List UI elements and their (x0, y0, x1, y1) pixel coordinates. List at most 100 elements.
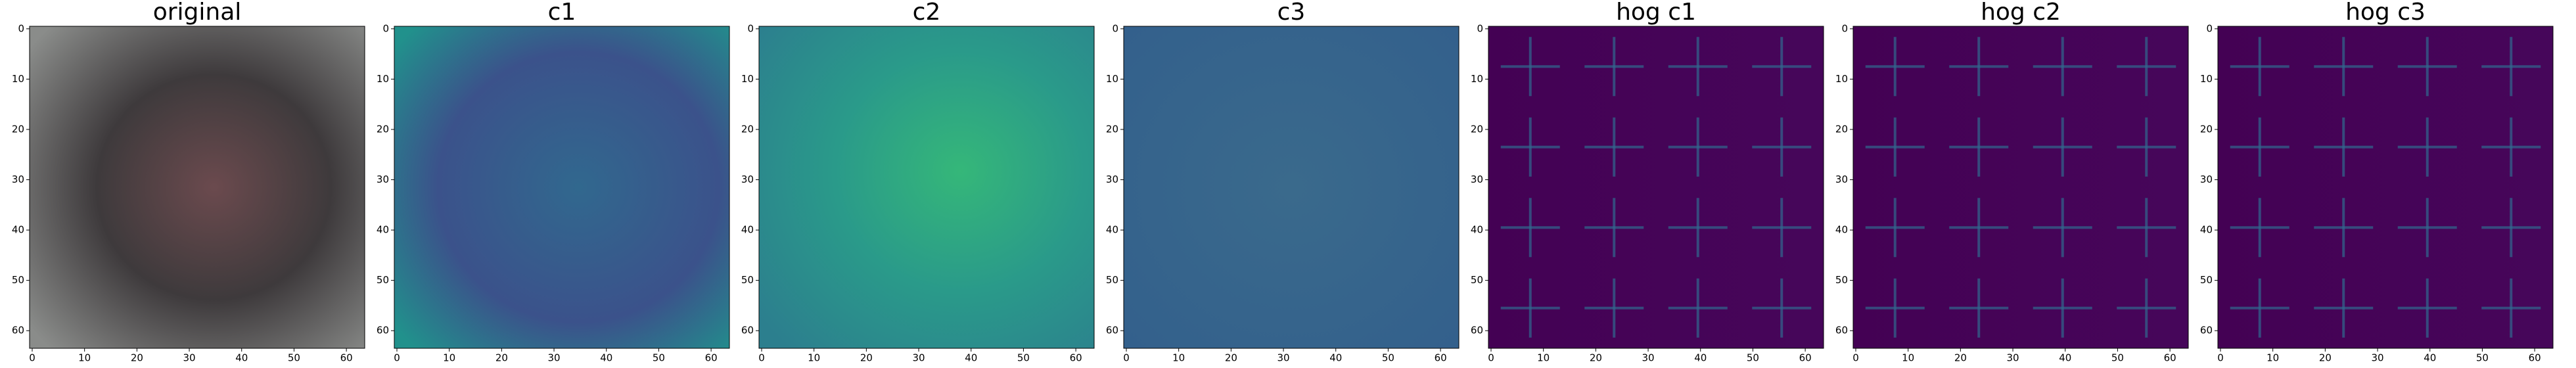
image (30, 26, 365, 348)
y-tick-label: 0 (1841, 22, 1848, 34)
y-tick-label: 0 (382, 22, 389, 34)
axes-frame (1852, 26, 2189, 349)
x-tick-label: 30 (2372, 352, 2384, 364)
x-tick-label: 60 (1799, 352, 1812, 364)
y-tick-label: 30 (2200, 173, 2213, 185)
x-tick-label: 40 (965, 352, 977, 364)
x-tick-label: 40 (1329, 352, 1342, 364)
y-tick-label: 10 (1471, 73, 1483, 85)
axes-frame (29, 26, 365, 349)
y-tick-label: 40 (1471, 224, 1483, 236)
y-tick-label: 50 (1835, 274, 1848, 286)
y-tick-label: 10 (12, 73, 24, 85)
y-tick-label: 40 (2200, 224, 2213, 236)
y-tick-label: 60 (2200, 325, 2213, 336)
x-tick-label: 20 (1954, 352, 1967, 364)
y-tick-label: 20 (2200, 123, 2213, 135)
y-tick-label: 0 (747, 22, 754, 34)
x-tick-label: 0 (1852, 352, 1859, 364)
y-tick-label: 60 (741, 325, 754, 336)
x-tick-label: 10 (1537, 352, 1550, 364)
x-tick-label: 60 (1435, 352, 1447, 364)
y-tick-label: 30 (1471, 173, 1483, 185)
y-tick-label: 0 (2206, 22, 2213, 34)
y-tick-label: 30 (377, 173, 389, 185)
x-tick-label: 60 (1070, 352, 1082, 364)
y-tick-label: 60 (1471, 325, 1483, 336)
x-tick-label: 0 (1123, 352, 1130, 364)
image (1488, 26, 1824, 348)
x-tick-label: 60 (340, 352, 353, 364)
x-tick-label: 10 (2266, 352, 2279, 364)
x-tick-label: 30 (2007, 352, 2019, 364)
y-tick-label: 60 (377, 325, 389, 336)
x-tick-label: 20 (1225, 352, 1237, 364)
y-tick-label: 50 (12, 274, 24, 286)
x-tick-label: 60 (2164, 352, 2176, 364)
y-tick-label: 30 (741, 173, 754, 185)
x-tick-label: 0 (2217, 352, 2224, 364)
x-tick-label: 40 (600, 352, 612, 364)
x-tick-label: 50 (1017, 352, 1030, 364)
x-tick-label: 30 (1642, 352, 1655, 364)
x-tick-label: 30 (913, 352, 925, 364)
panel-title: c1 (548, 0, 576, 26)
y-tick-label: 60 (1106, 325, 1118, 336)
y-tick-label: 20 (1471, 123, 1483, 135)
panel-title: c2 (913, 0, 941, 26)
x-tick-label: 10 (808, 352, 820, 364)
x-tick-label: 0 (1488, 352, 1494, 364)
x-tick-label: 40 (1694, 352, 1707, 364)
y-tick-label: 0 (1112, 22, 1118, 34)
x-tick-label: 40 (2059, 352, 2071, 364)
y-tick-label: 60 (1835, 325, 1848, 336)
x-tick-label: 50 (1382, 352, 1394, 364)
x-tick-label: 30 (183, 352, 196, 364)
y-tick-label: 40 (12, 224, 24, 236)
x-tick-label: 50 (2111, 352, 2124, 364)
x-tick-label: 20 (2319, 352, 2332, 364)
axes-frame (1488, 26, 1824, 349)
y-tick-label: 50 (377, 274, 389, 286)
y-tick-label: 50 (2200, 274, 2213, 286)
x-tick-label: 10 (1172, 352, 1185, 364)
x-tick-label: 20 (131, 352, 143, 364)
y-tick-label: 10 (377, 73, 389, 85)
y-tick-label: 10 (1835, 73, 1848, 85)
y-tick-label: 50 (1471, 274, 1483, 286)
x-tick-label: 60 (2529, 352, 2541, 364)
x-tick-label: 30 (548, 352, 561, 364)
x-tick-label: 10 (78, 352, 91, 364)
image (759, 26, 1094, 348)
x-tick-label: 0 (758, 352, 765, 364)
x-tick-label: 50 (653, 352, 665, 364)
x-tick-label: 50 (1747, 352, 1759, 364)
x-tick-label: 50 (2476, 352, 2489, 364)
x-tick-label: 20 (860, 352, 873, 364)
axes-frame (394, 26, 730, 349)
image (394, 26, 729, 348)
panel-title: original (153, 0, 242, 26)
y-tick-label: 30 (1106, 173, 1118, 185)
x-tick-label: 20 (1590, 352, 1602, 364)
image (1853, 26, 2188, 348)
y-tick-label: 20 (12, 123, 24, 135)
panel-title: hog c1 (1616, 0, 1696, 26)
y-tick-label: 40 (1835, 224, 1848, 236)
panel-title: c3 (1277, 0, 1306, 26)
y-tick-label: 50 (741, 274, 754, 286)
x-tick-label: 10 (443, 352, 455, 364)
panel-title: hog c3 (2345, 0, 2426, 26)
y-tick-label: 30 (1835, 173, 1848, 185)
x-tick-label: 50 (288, 352, 300, 364)
x-tick-label: 30 (1277, 352, 1290, 364)
y-tick-label: 20 (1106, 123, 1118, 135)
x-tick-label: 40 (2424, 352, 2436, 364)
x-tick-label: 40 (235, 352, 248, 364)
axes-frame (2217, 26, 2554, 349)
x-tick-label: 20 (495, 352, 508, 364)
y-tick-label: 50 (1106, 274, 1118, 286)
y-tick-label: 40 (741, 224, 754, 236)
y-tick-label: 40 (377, 224, 389, 236)
